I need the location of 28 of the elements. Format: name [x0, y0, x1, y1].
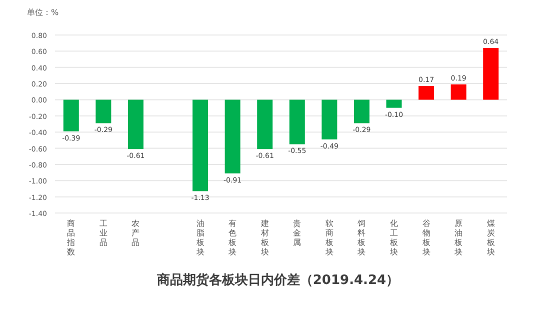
x-tick-label: 有色板块: [228, 219, 237, 256]
x-tick-label: 谷物板块: [421, 219, 430, 256]
x-tick-label: 饲料板块: [356, 219, 366, 256]
text: 商品期货各板块日内价差（2019.4.24）: [156, 272, 400, 288]
x-tick-label: 油脂板块: [195, 219, 204, 256]
bar: [418, 86, 434, 100]
x-tick-label: 化工板块: [389, 219, 398, 256]
bar: [96, 100, 112, 124]
x-tick-label: 工业品: [99, 219, 108, 247]
bar: [192, 100, 208, 192]
x-tick-label: 煤炭板块: [486, 219, 495, 256]
bar: [322, 100, 338, 140]
bar: [257, 100, 273, 150]
bar: [128, 100, 144, 150]
bar: [450, 84, 466, 100]
y-axis-title: 单位：%: [27, 8, 59, 17]
x-tick-label: 商品指数: [66, 219, 76, 256]
x-tick-label: 原油板块: [454, 219, 463, 256]
bar: [63, 100, 79, 132]
x-tick-label: 贵金属: [293, 219, 302, 247]
bar: [386, 100, 402, 108]
bar: [354, 100, 370, 124]
x-tick-label: 软商板块: [324, 219, 334, 256]
x-tick-label: 建材板块: [260, 219, 269, 256]
bar: [289, 100, 305, 144]
bar: [224, 100, 240, 174]
x-tick-label: 农产品: [132, 219, 140, 247]
bar: [483, 48, 499, 100]
